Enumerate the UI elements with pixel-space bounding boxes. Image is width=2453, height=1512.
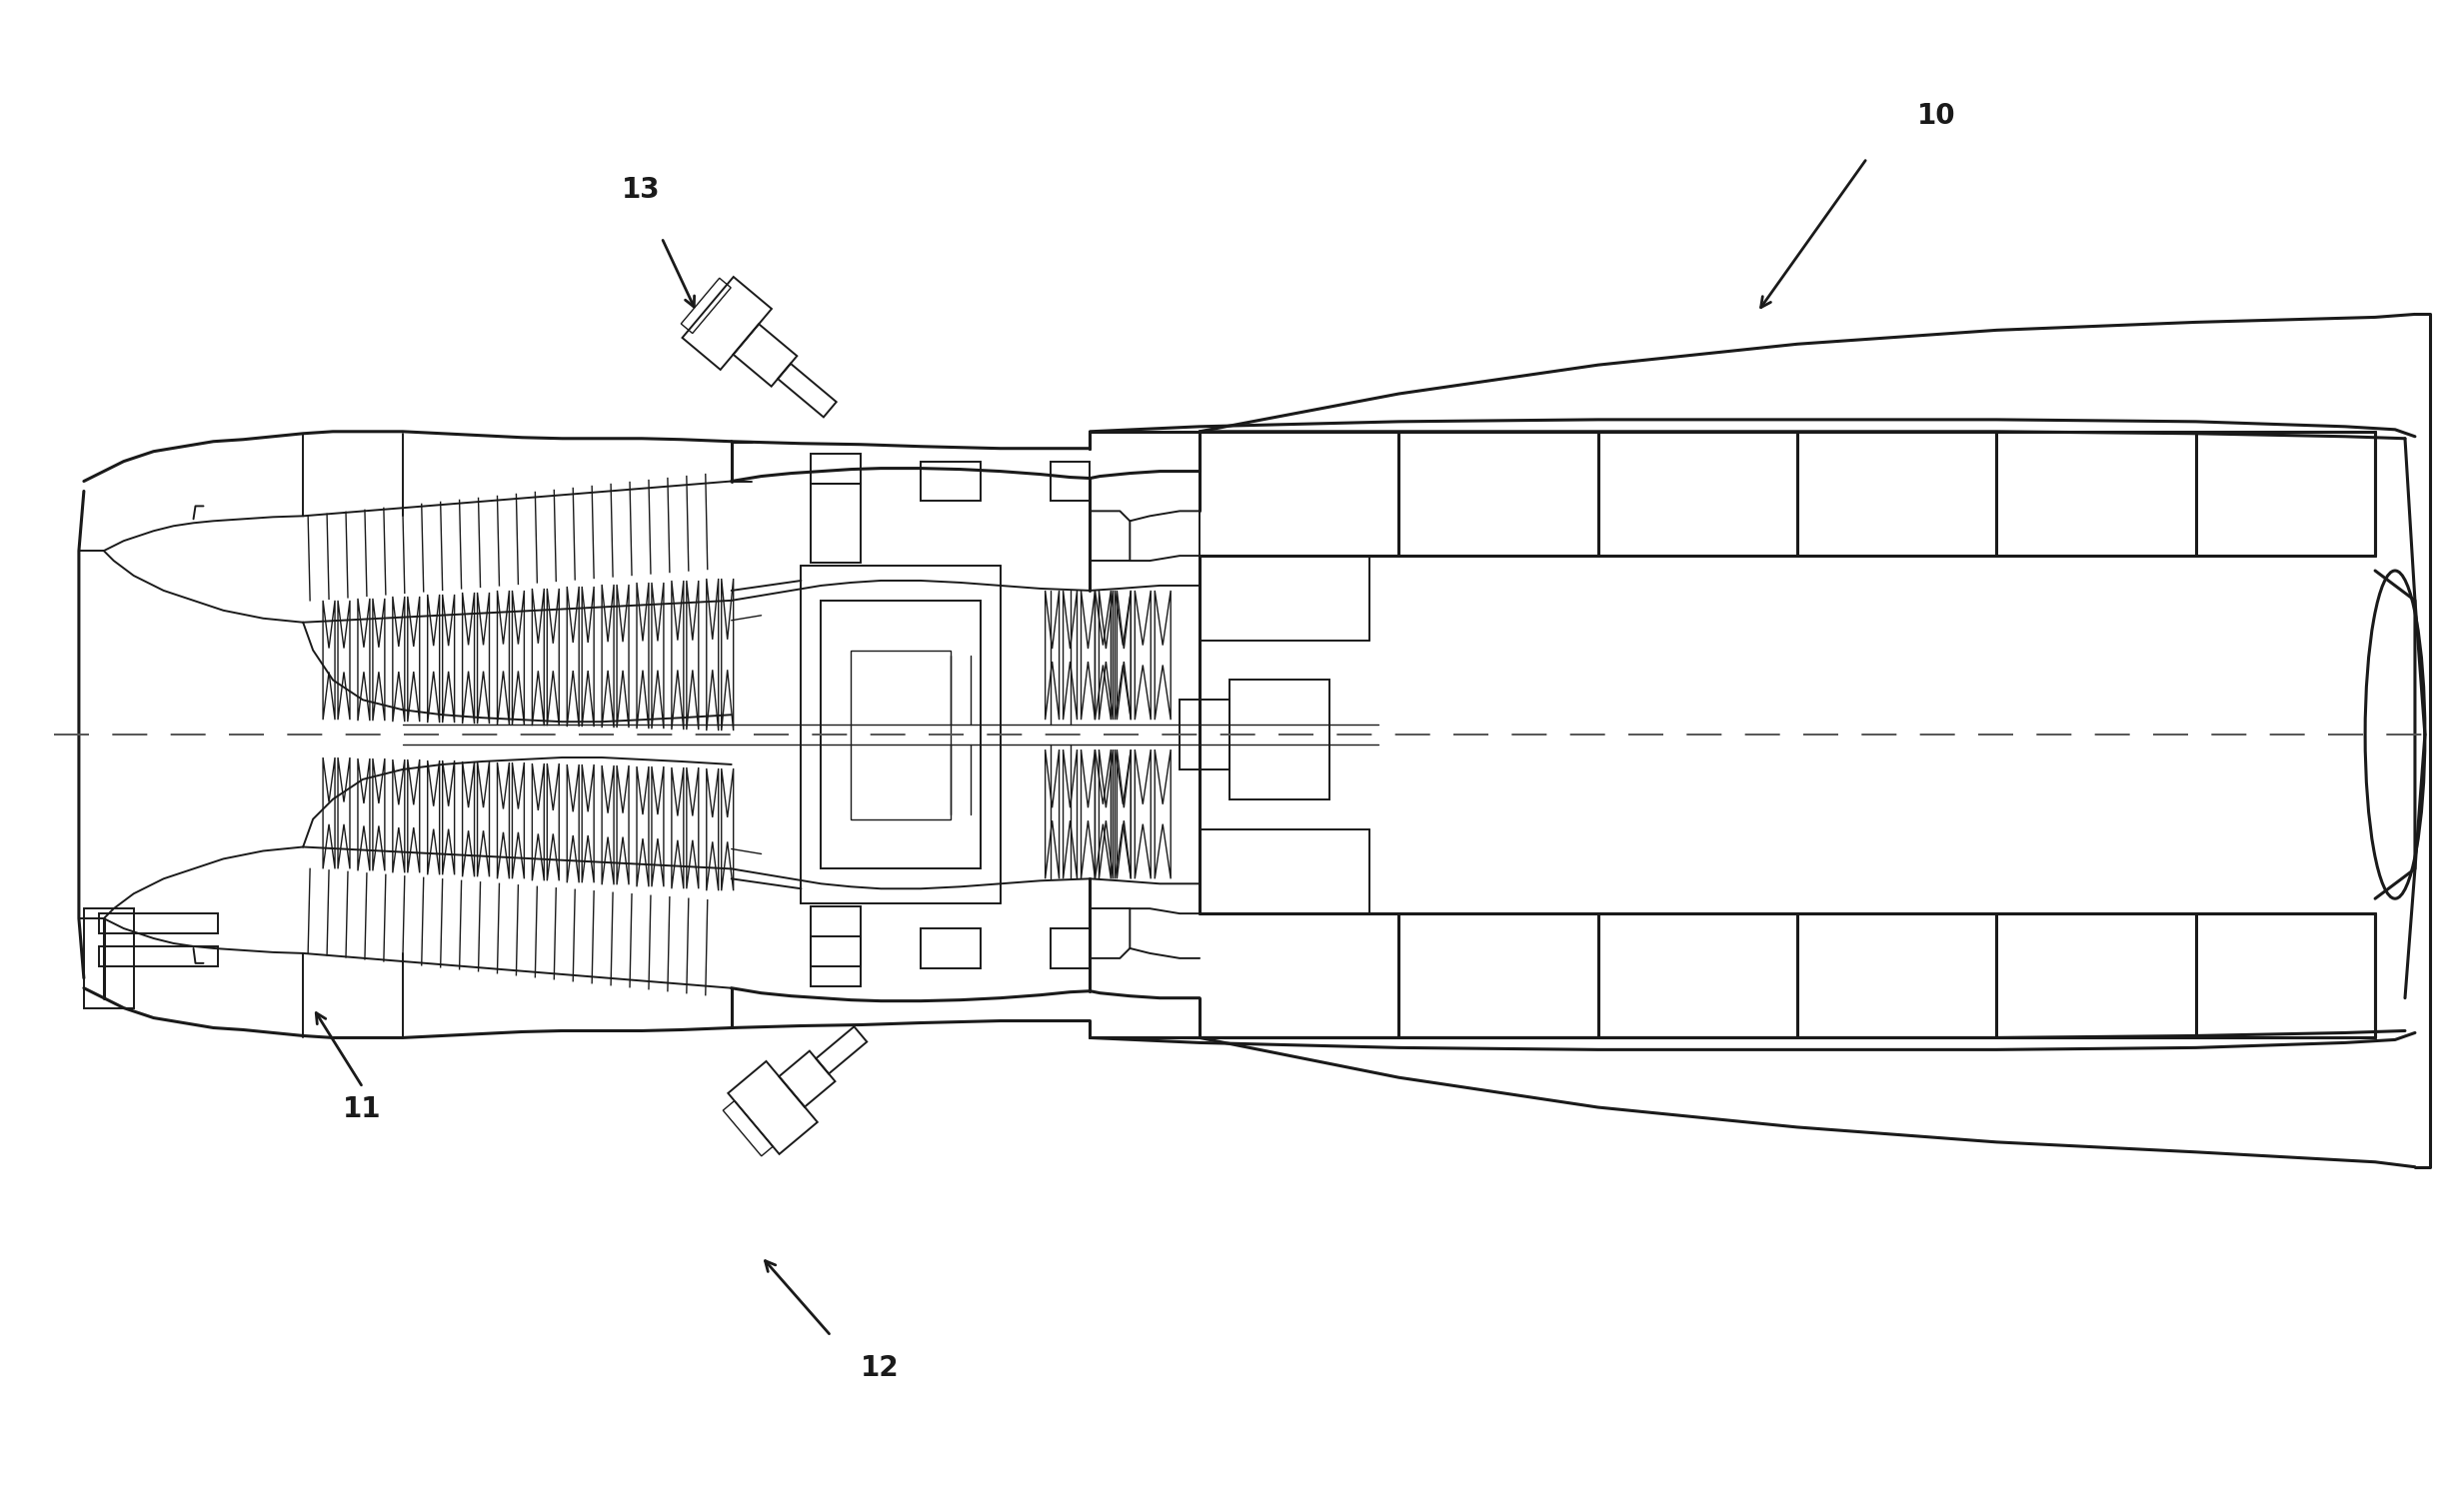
Text: 12: 12 (861, 1353, 900, 1382)
Bar (812, 907, 861, 986)
Bar (822, 600, 981, 869)
Text: 10: 10 (1916, 101, 1955, 130)
Bar (812, 936, 861, 966)
Bar (1229, 680, 1330, 800)
Bar (851, 650, 952, 820)
Bar (812, 484, 861, 562)
Text: 13: 13 (621, 175, 660, 204)
Bar (83, 909, 132, 1009)
Bar (920, 461, 981, 500)
Bar (1050, 461, 1089, 500)
Bar (98, 947, 218, 966)
Bar (920, 928, 981, 968)
Bar (1050, 928, 1089, 968)
Bar (98, 913, 218, 933)
Bar (1180, 700, 1229, 770)
Text: 11: 11 (343, 1095, 380, 1123)
Bar (812, 454, 861, 484)
